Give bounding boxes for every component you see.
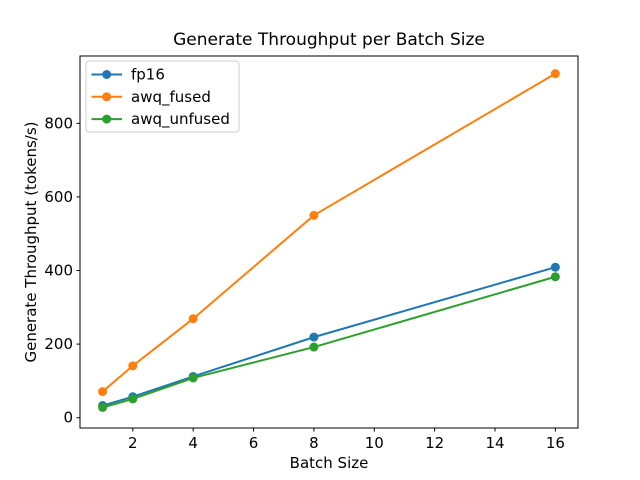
series-marker-awq_fused — [128, 361, 138, 371]
series-marker-awq_fused — [188, 314, 198, 324]
x-axis-label: Batch Size — [289, 454, 369, 472]
x-tick-label: 4 — [188, 434, 198, 452]
x-tick-label: 2 — [128, 434, 138, 452]
series-marker-awq_fused — [309, 210, 319, 220]
y-axis-label: Generate Throughput (tokens/s) — [22, 121, 40, 363]
y-tick-label: 800 — [44, 114, 73, 132]
series-marker-fp16 — [550, 262, 560, 272]
x-tick-label: 12 — [425, 434, 444, 452]
legend-label-fp16: fp16 — [131, 66, 165, 84]
legend-sample-marker-awq_unfused — [102, 114, 112, 124]
series-marker-awq_unfused — [550, 272, 560, 282]
y-tick-label: 400 — [44, 262, 73, 280]
x-tick-label: 16 — [546, 434, 565, 452]
series-marker-awq_unfused — [188, 373, 198, 383]
legend-label-awq_fused: awq_fused — [131, 88, 211, 107]
series-marker-awq_unfused — [309, 342, 319, 352]
legend-box — [85, 60, 240, 133]
y-tick-label: 200 — [44, 335, 73, 353]
y-tick-label: 0 — [63, 409, 73, 427]
series-marker-awq_fused — [550, 69, 560, 79]
y-tick-label: 600 — [44, 188, 73, 206]
legend-sample-marker-awq_fused — [102, 92, 112, 102]
legend-sample-marker-fp16 — [102, 70, 112, 79]
series-marker-awq_unfused — [98, 402, 108, 412]
x-tick-label: 14 — [485, 434, 504, 452]
series-marker-awq_unfused — [128, 394, 138, 404]
series-marker-fp16 — [309, 332, 319, 342]
series-marker-awq_fused — [98, 387, 108, 397]
axes-box — [79, 55, 579, 429]
series-line-awq_unfused — [102, 275, 556, 409]
chart-title: Generate Throughput per Batch Size — [173, 30, 485, 50]
x-tick-label: 8 — [309, 434, 319, 452]
x-tick-label: 6 — [249, 434, 259, 452]
x-tick-label: 10 — [365, 434, 384, 452]
legend-label-awq_unfused: awq_unfused — [131, 110, 230, 129]
